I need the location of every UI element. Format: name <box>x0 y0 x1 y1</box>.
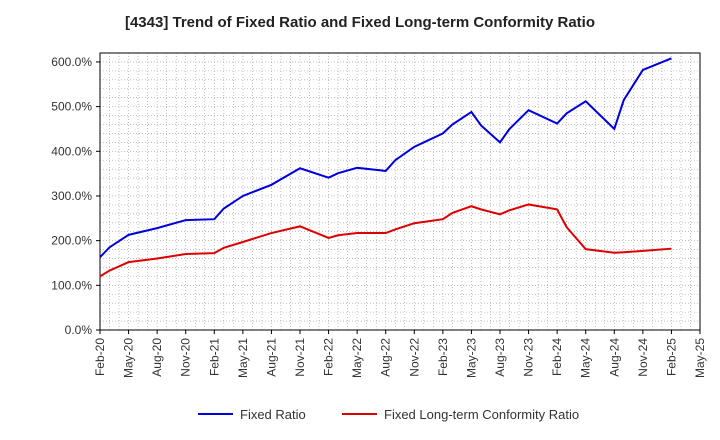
x-tick-label: Aug-20 <box>150 338 164 377</box>
x-tick-label: Nov-24 <box>636 338 650 377</box>
legend-label-1: Fixed Ratio <box>240 407 306 422</box>
x-tick-label: Feb-25 <box>664 338 678 376</box>
x-tick-label: Feb-23 <box>436 338 450 376</box>
x-tick-label: Aug-21 <box>264 338 278 377</box>
chart-title: [4343] Trend of Fixed Ratio and Fixed Lo… <box>124 14 596 31</box>
y-tick-label: 600.0% <box>51 55 92 69</box>
y-tick-label: 500.0% <box>51 100 92 114</box>
x-tick-label: Aug-23 <box>493 338 507 377</box>
x-tick-label: Aug-22 <box>379 338 393 377</box>
x-tick-label: Nov-20 <box>179 338 193 377</box>
y-tick-label: 200.0% <box>51 234 92 248</box>
x-tick-label: May-24 <box>579 338 593 378</box>
x-tick-label: Feb-21 <box>207 338 221 376</box>
x-tick-label: May-21 <box>236 338 250 378</box>
series-line-2 <box>99 203 672 278</box>
x-tick-label: May-25 <box>693 338 707 378</box>
x-tick-label: Nov-22 <box>407 338 421 377</box>
y-tick-label: 100.0% <box>51 278 92 292</box>
x-tick-label: Feb-20 <box>93 338 107 376</box>
plot-frame <box>99 52 701 331</box>
series-line-1 <box>99 57 672 258</box>
y-tick-label: 300.0% <box>51 189 92 203</box>
y-tick-label: 400.0% <box>51 144 92 158</box>
y-tick-label: 0.0% <box>65 323 93 337</box>
legend-label-2: Fixed Long-term Conformity Ratio <box>384 407 579 422</box>
x-tick-label: May-20 <box>122 338 136 378</box>
x-tick-label: Feb-22 <box>322 338 336 376</box>
x-tick-label: Nov-21 <box>293 338 307 377</box>
x-tick-label: Feb-24 <box>550 338 564 376</box>
x-tick-label: Aug-24 <box>607 338 621 377</box>
x-tick-label: May-22 <box>350 338 364 378</box>
x-tick-label: May-23 <box>464 338 478 378</box>
x-tick-label: Nov-23 <box>522 338 536 377</box>
